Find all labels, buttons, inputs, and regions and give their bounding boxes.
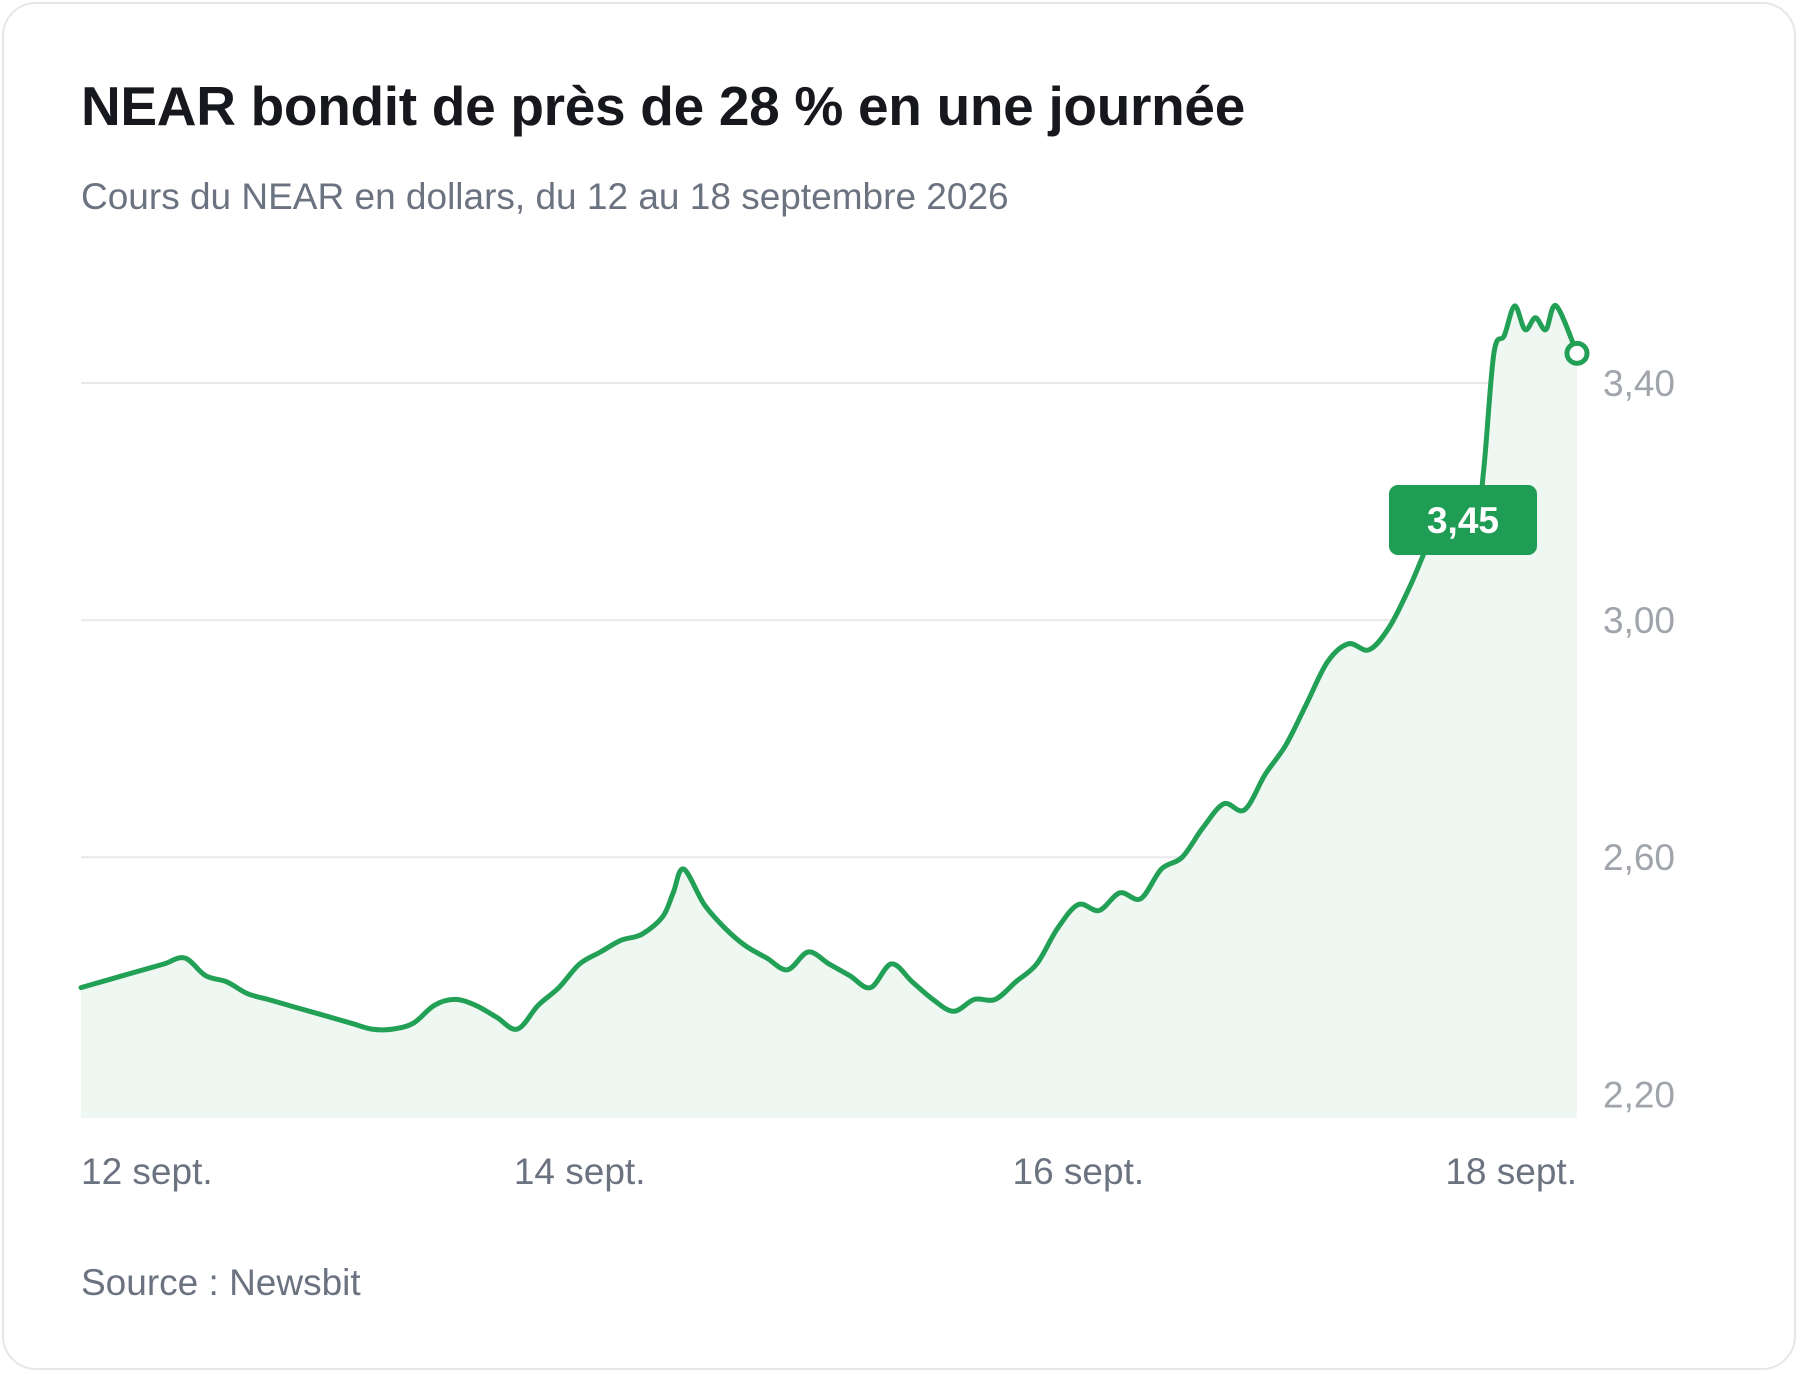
data-point xyxy=(100,980,104,984)
data-point xyxy=(1139,897,1143,901)
data-point xyxy=(972,997,976,1001)
data-point xyxy=(121,974,125,978)
data-point xyxy=(619,938,623,942)
data-point xyxy=(287,1003,291,1007)
x-axis-ticks: 12 sept. 14 sept. 16 sept. 18 sept. xyxy=(81,1151,1577,1192)
data-point xyxy=(1035,962,1039,966)
data-point xyxy=(1180,855,1184,859)
last-price-callout-box xyxy=(1389,485,1537,555)
data-point xyxy=(204,974,208,978)
data-point xyxy=(432,1003,436,1007)
y-tick-label: 2,20 xyxy=(1603,1074,1675,1115)
data-point xyxy=(1544,328,1548,332)
last-price-marker xyxy=(1564,340,1590,366)
data-point xyxy=(1533,316,1537,320)
data-point xyxy=(224,980,228,984)
data-point xyxy=(183,956,187,960)
data-point xyxy=(848,974,852,978)
x-tick-label: 18 sept. xyxy=(1445,1151,1577,1192)
data-point xyxy=(952,1009,956,1013)
data-point xyxy=(1346,642,1350,646)
data-point xyxy=(266,997,270,1001)
data-point xyxy=(557,986,561,990)
data-point xyxy=(598,950,602,954)
last-price-label: 3,45 xyxy=(1427,500,1499,541)
data-point xyxy=(474,1003,478,1007)
y-tick-label: 3,40 xyxy=(1603,363,1675,404)
data-point xyxy=(765,956,769,960)
data-point xyxy=(640,932,644,936)
data-point xyxy=(1554,304,1558,308)
data-point xyxy=(1305,701,1309,705)
data-point xyxy=(889,962,893,966)
data-point xyxy=(1284,743,1288,747)
last-price-callout: 3,45 xyxy=(1389,485,1537,555)
data-point xyxy=(349,1021,353,1025)
data-point xyxy=(1326,660,1330,664)
source-note: Source : Newsbit xyxy=(81,1262,361,1303)
data-point xyxy=(1388,624,1392,628)
data-point xyxy=(328,1015,332,1019)
y-axis-ticks: 2,20 2,60 3,00 3,40 xyxy=(1603,363,1675,1115)
data-point xyxy=(1482,470,1486,474)
data-point xyxy=(79,986,83,990)
data-point xyxy=(661,915,665,919)
data-point xyxy=(1243,808,1247,812)
data-point xyxy=(1056,926,1060,930)
data-point xyxy=(411,1021,415,1025)
data-point xyxy=(1097,909,1101,913)
data-point xyxy=(370,1027,374,1031)
data-point xyxy=(162,962,166,966)
data-point xyxy=(1201,826,1205,830)
data-point xyxy=(806,950,810,954)
data-point xyxy=(723,926,727,930)
chart-title: NEAR bondit de près de 28 % en une journ… xyxy=(81,75,1245,137)
data-point xyxy=(993,997,997,1001)
data-point xyxy=(515,1027,519,1031)
y-tick-label: 3,00 xyxy=(1603,600,1675,641)
data-point xyxy=(141,968,145,972)
data-point xyxy=(1523,328,1527,332)
data-point xyxy=(1222,802,1226,806)
x-tick-label: 12 sept. xyxy=(81,1151,213,1192)
y-tick-label: 2,60 xyxy=(1603,837,1675,878)
x-tick-label: 16 sept. xyxy=(1013,1151,1145,1192)
data-point xyxy=(536,1003,540,1007)
data-point xyxy=(1118,891,1122,895)
data-point xyxy=(1159,867,1163,871)
data-point xyxy=(578,962,582,966)
x-tick-label: 14 sept. xyxy=(514,1151,646,1192)
data-point xyxy=(308,1009,312,1013)
data-point xyxy=(495,1015,499,1019)
data-point xyxy=(827,962,831,966)
data-point xyxy=(391,1027,395,1031)
data-point xyxy=(1076,903,1080,907)
data-point xyxy=(702,903,706,907)
price-area-fill xyxy=(81,305,1577,1118)
data-point xyxy=(245,992,249,996)
data-point xyxy=(1367,648,1371,652)
data-point xyxy=(1502,334,1506,338)
price-line xyxy=(78,303,1580,1033)
data-point xyxy=(744,944,748,948)
chart-subtitle: Cours du NEAR en dollars, du 12 au 18 se… xyxy=(81,176,1009,217)
data-point xyxy=(931,997,935,1001)
data-point xyxy=(1409,583,1413,587)
data-point xyxy=(453,997,457,1001)
data-point xyxy=(910,980,914,984)
data-point xyxy=(682,867,686,871)
data-point xyxy=(1513,304,1517,308)
data-point xyxy=(1492,351,1496,355)
data-point xyxy=(869,986,873,990)
data-point xyxy=(1014,980,1018,984)
data-point xyxy=(671,891,675,895)
data-point xyxy=(1263,772,1267,776)
data-point xyxy=(785,968,789,972)
